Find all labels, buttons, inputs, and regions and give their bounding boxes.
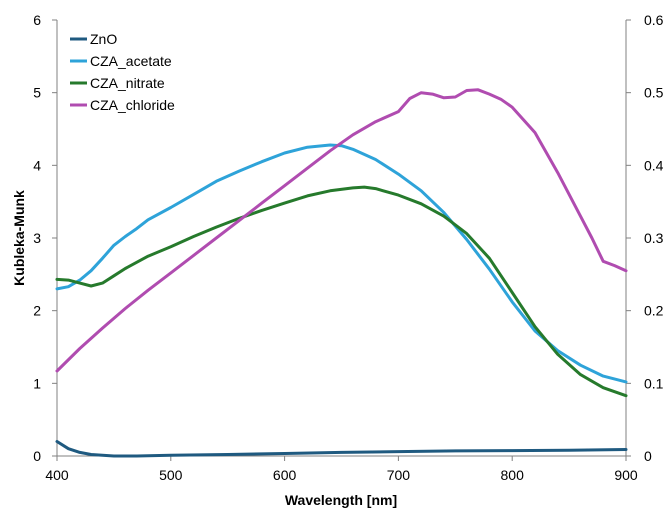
series-line-cza-nitrate [55,185,628,398]
legend-label: CZA_chloride [90,97,175,113]
axis-ticks: 400 500 600 700 800 900 0 1 2 3 4 5 6 0 0.1 0.2 0.3 0.4 0.… [33,12,663,483]
y2-tick-label: 0.1 [644,375,664,391]
x-tick-label: 800 [501,467,525,483]
y-tick-label: 1 [33,375,41,391]
x-tick-label: 700 [387,467,411,483]
y-tick-label: 3 [33,230,41,246]
y-axis-title: Kubleka-Munk [11,190,27,286]
x-tick-label: 500 [159,467,183,483]
y2-tick-label: 0.5 [644,85,664,101]
legend: ZnO CZA_acetate CZA_nitrate CZA_chloride [70,31,175,113]
legend-label: ZnO [90,31,117,47]
series-group [55,88,628,458]
series-line-cza-acetate [55,143,628,384]
y2-tick-label: 0.2 [644,303,664,319]
y2-tick-label: 0 [644,448,652,464]
series-line-cza-chloride [55,88,628,373]
legend-label: CZA_acetate [90,53,172,69]
x-tick-label: 600 [273,467,297,483]
y2-tick-label: 0.4 [644,157,664,173]
y-tick-label: 2 [33,303,41,319]
y-tick-label: 5 [33,85,41,101]
y-tick-label: 0 [33,448,41,464]
y2-tick-label: 0.3 [644,230,664,246]
y-tick-label: 6 [33,12,41,28]
x-tick-label: 900 [614,467,638,483]
y-tick-label: 4 [33,157,41,173]
x-axis-title: Wavelength [nm] [285,492,397,508]
y2-tick-label: 0.6 [644,12,664,28]
legend-label: CZA_nitrate [90,75,165,91]
series-line-zno [55,440,628,458]
x-tick-label: 400 [45,467,69,483]
